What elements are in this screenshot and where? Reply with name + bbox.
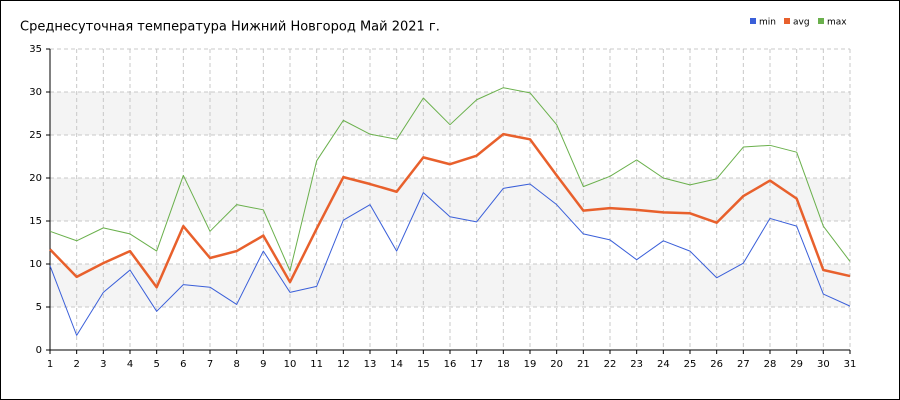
x-tick-label: 10 bbox=[284, 359, 297, 370]
x-tick-label: 28 bbox=[764, 359, 777, 370]
legend-label: max bbox=[827, 18, 847, 28]
x-tick-label: 9 bbox=[260, 359, 266, 370]
x-tick-label: 12 bbox=[337, 359, 350, 370]
x-tick-label: 2 bbox=[73, 359, 79, 370]
x-tick-label: 22 bbox=[604, 359, 617, 370]
y-tick-label: 10 bbox=[29, 259, 42, 270]
x-tick-label: 15 bbox=[417, 359, 430, 370]
series-line bbox=[49, 87, 851, 272]
legend-label: min bbox=[759, 18, 776, 28]
x-tick-label: 30 bbox=[817, 359, 830, 370]
x-tick-label: 18 bbox=[497, 359, 510, 370]
series-line bbox=[49, 183, 851, 336]
x-tick-label: 21 bbox=[577, 359, 590, 370]
x-tick-label: 1 bbox=[47, 359, 53, 370]
x-tick-label: 23 bbox=[630, 359, 643, 370]
y-tick-label: 30 bbox=[29, 87, 42, 98]
x-tick-label: 3 bbox=[100, 359, 106, 370]
y-tick-label: 25 bbox=[29, 130, 42, 141]
legend-label: avg bbox=[793, 18, 810, 28]
x-tick-label: 16 bbox=[444, 359, 457, 370]
legend-swatch bbox=[750, 18, 756, 24]
x-tick-label: 17 bbox=[470, 359, 483, 370]
x-tick-label: 11 bbox=[310, 359, 323, 370]
band bbox=[50, 264, 850, 307]
x-tick-label: 25 bbox=[684, 359, 697, 370]
x-tick-label: 8 bbox=[233, 359, 239, 370]
y-tick-label: 20 bbox=[29, 173, 42, 184]
chart-title: Среднесуточная температура Нижний Новгор… bbox=[20, 20, 440, 35]
x-tick-label: 27 bbox=[737, 359, 750, 370]
x-tick-label: 4 bbox=[127, 359, 133, 370]
x-tick-label: 5 bbox=[153, 359, 159, 370]
x-tick-label: 20 bbox=[550, 359, 563, 370]
x-tick-label: 19 bbox=[524, 359, 537, 370]
x-tick-label: 29 bbox=[790, 359, 803, 370]
x-tick-label: 6 bbox=[180, 359, 186, 370]
y-tick-label: 35 bbox=[29, 44, 42, 55]
x-tick-label: 31 bbox=[844, 359, 857, 370]
y-tick-label: 15 bbox=[29, 216, 42, 227]
x-tick-label: 24 bbox=[657, 359, 670, 370]
y-tick-label: 0 bbox=[36, 345, 42, 356]
legend-swatch bbox=[784, 18, 790, 24]
series-line bbox=[49, 132, 851, 289]
x-tick-label: 26 bbox=[710, 359, 723, 370]
x-tick-label: 7 bbox=[207, 359, 213, 370]
x-tick-label: 14 bbox=[390, 359, 403, 370]
legend-swatch bbox=[818, 18, 824, 24]
x-tick-label: 13 bbox=[364, 359, 377, 370]
y-tick-label: 5 bbox=[36, 302, 42, 313]
